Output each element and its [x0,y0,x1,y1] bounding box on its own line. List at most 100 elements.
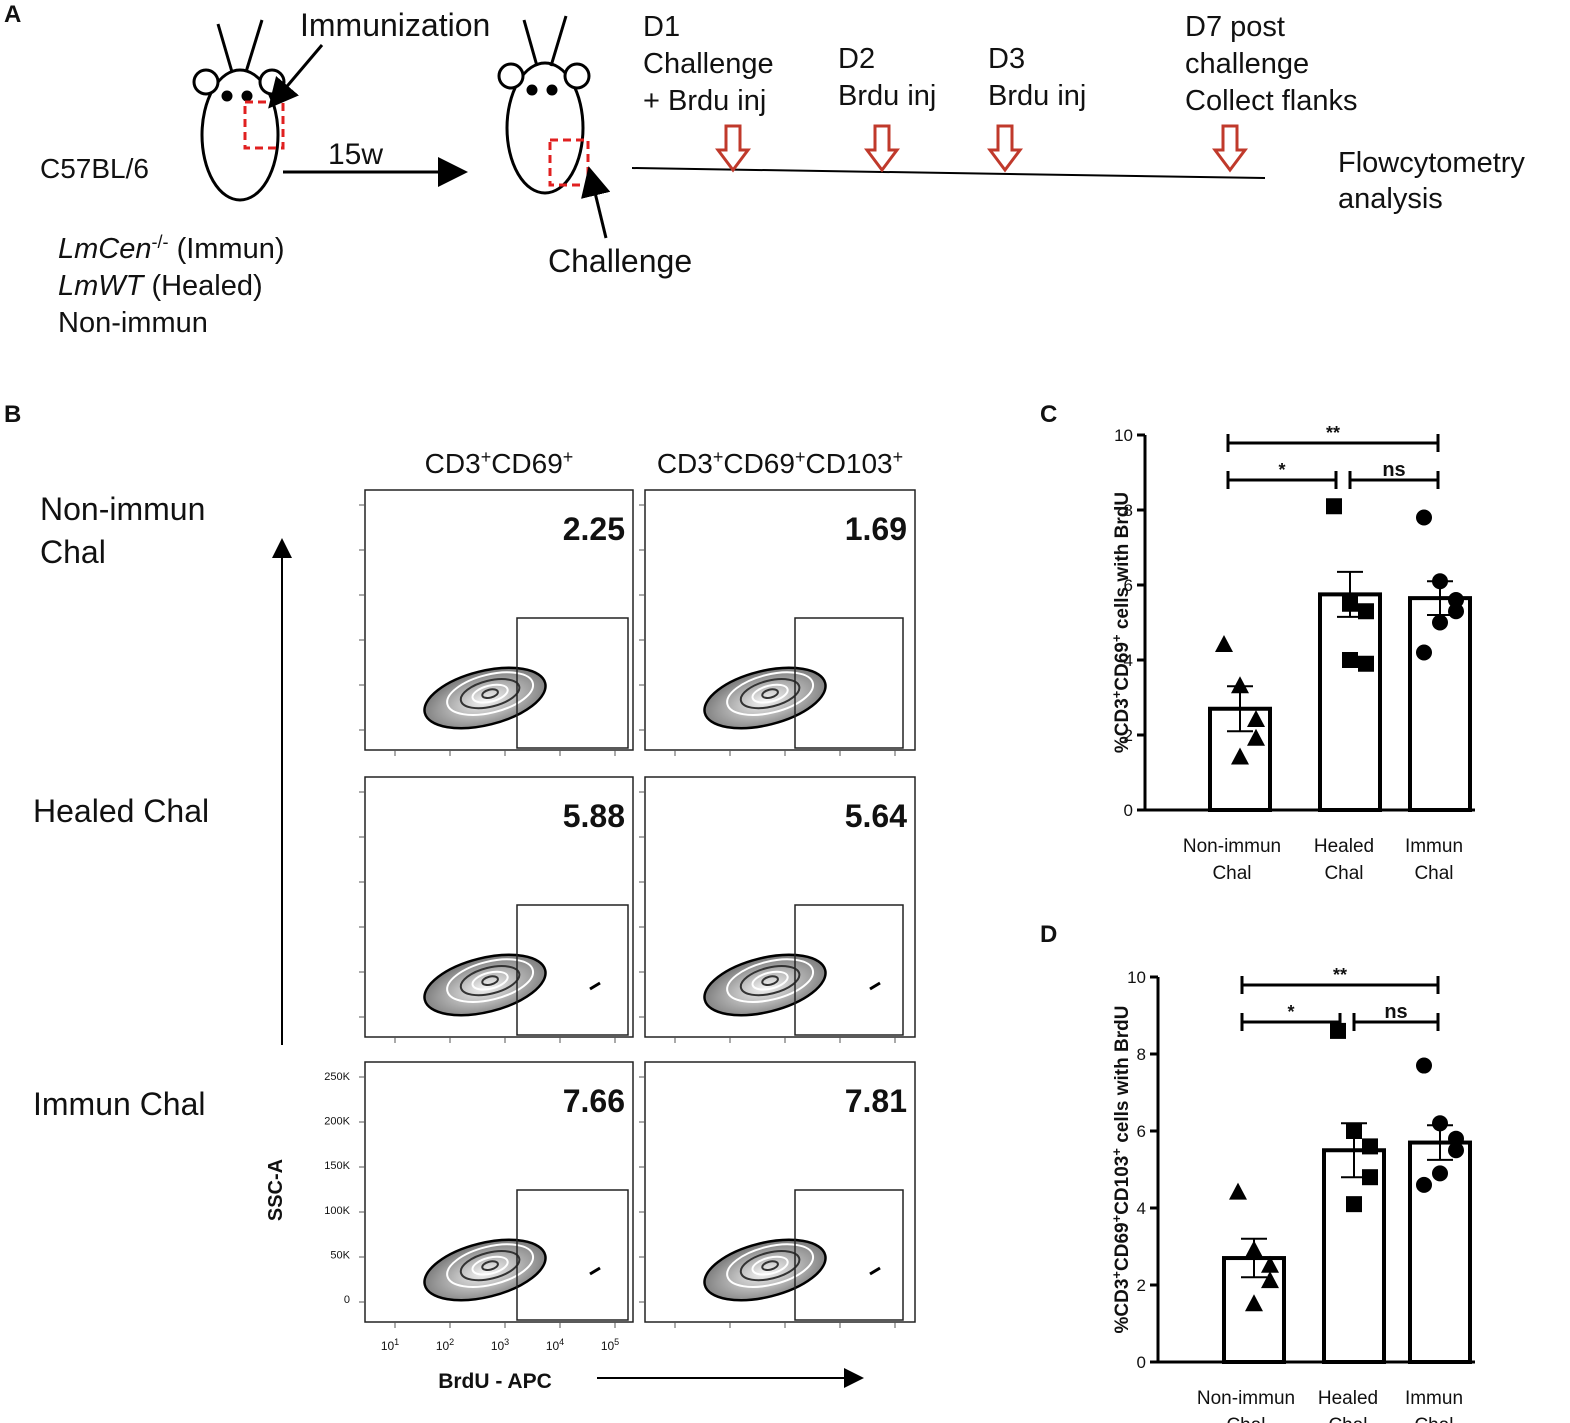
y-tick-label: 2 [1124,726,1133,745]
x-tick-label: 105 [601,1337,619,1353]
timeline-text: D7 post [1185,11,1285,43]
contour [459,678,521,710]
timeline-arrows [715,124,1248,173]
x-tick-label: 104 [546,1337,564,1353]
data-point [1416,509,1432,526]
tick-base: 10 [546,1339,560,1353]
x-tick-label: Non-immun [1197,1388,1295,1409]
contour [726,671,815,716]
flow-plot [359,776,634,1043]
x-tick-label: Chal [1328,1415,1367,1423]
group-name: LmCen [58,233,152,265]
y-tick-label: 50K [330,1249,350,1261]
contour [726,1243,815,1288]
contour [481,688,499,699]
row-label: Immun Chal [33,1086,206,1122]
x-tick-label: 101 [381,1337,399,1353]
data-point [1432,1115,1448,1132]
analysis-text: Flowcytometry [1338,147,1525,179]
timeline-text: D1 [643,11,680,43]
tick-exp: 1 [394,1337,399,1347]
significance-label: ns [1382,459,1405,481]
contour [761,688,779,699]
data-point [1448,1130,1464,1147]
timeline-text: Brdu inj [988,80,1086,112]
label-part: cells with BrdU [1112,1006,1133,1149]
strain-label: C57BL/6 [40,153,149,184]
data-point [1448,592,1464,608]
x-tick-label: Chal [1226,1415,1265,1423]
tick-base: 10 [491,1339,505,1353]
contour [459,1250,521,1282]
timeline-arrow [987,124,1023,173]
tick-exp: 5 [614,1337,619,1347]
y-axis-label: %CD3+CD69+ cells with BrdU [1109,492,1134,753]
panel-label: B [4,401,21,428]
contour [761,1260,779,1271]
group-label: LmCen-/- (Immun) [58,232,285,265]
gate-percentage: 5.88 [563,798,625,834]
group-label: Non-immun [58,307,208,339]
gate-percentage: 7.66 [563,1083,625,1119]
data-point [1362,1138,1378,1155]
contour [471,683,509,704]
challenge-label: Challenge [548,243,692,279]
data-point [1342,595,1358,612]
significance-bracket [1348,471,1440,489]
timeline-arrow [864,124,900,173]
gate-percentage: 7.81 [845,1083,907,1119]
label-part: cells with BrdU [1112,492,1133,635]
data-point [1342,652,1358,668]
contour [471,1255,509,1276]
contour-outlier [589,1266,601,1276]
label-part: CD103 [1112,1156,1133,1215]
label-part: + [1109,1271,1124,1279]
group-sup: -/- [152,232,169,252]
bar [1318,592,1382,812]
group-name: Non-immun [58,307,208,339]
timeline-text: D3 [988,43,1025,75]
timeline-arrow [1212,124,1248,173]
significance-bracket [1226,471,1338,489]
panel-label: D [1040,921,1057,948]
group-label: LmWT (Healed) [58,270,263,302]
header-text: CD3 [425,448,481,479]
timeline-arrow [715,124,751,173]
significance-bracket [1352,1013,1440,1031]
label-part: + [1109,1148,1124,1156]
y-tick-label: 0 [1137,1353,1146,1372]
timeline-text: Challenge [643,48,774,80]
contour [761,975,779,986]
data-point [1448,603,1464,620]
data-point [1416,1176,1432,1193]
significance-label: * [1287,1002,1294,1022]
timeline-text: Brdu inj [838,80,936,112]
y-axis-label: %CD3+CD69+CD103+ cells with BrdU [1109,1006,1134,1334]
data-point [1358,655,1374,672]
group-note: (Healed) [151,270,262,302]
gate-percentage: 1.69 [845,511,907,547]
gate [516,1189,629,1321]
y-tick-label: 8 [1137,1045,1146,1064]
data-point [1346,1123,1362,1139]
timeline-text: + Brdu inj [643,85,766,117]
tick-exp: 3 [504,1337,509,1347]
x-tick-label: Immun [1405,1388,1463,1409]
data-point [1330,1022,1346,1039]
data-point [1416,1057,1432,1074]
label-part: CD69 [1112,1222,1133,1271]
data-point [1215,635,1233,652]
immunization-label: Immunization [300,7,490,43]
significance-bracket [1226,434,1440,452]
group-name: LmWT [58,270,146,302]
flow-plot [359,1061,634,1328]
label-part: %CD3 [1112,1279,1133,1334]
significance-label: ** [1333,965,1347,985]
data-point [1432,1165,1448,1182]
axis-label: BrdU - APC [438,1370,552,1393]
label-part: %CD3 [1112,698,1133,753]
tick-exp: 4 [559,1337,564,1347]
data-point [1416,644,1432,661]
row-label: Healed Chal [33,793,209,829]
header-sup: + [713,447,724,467]
